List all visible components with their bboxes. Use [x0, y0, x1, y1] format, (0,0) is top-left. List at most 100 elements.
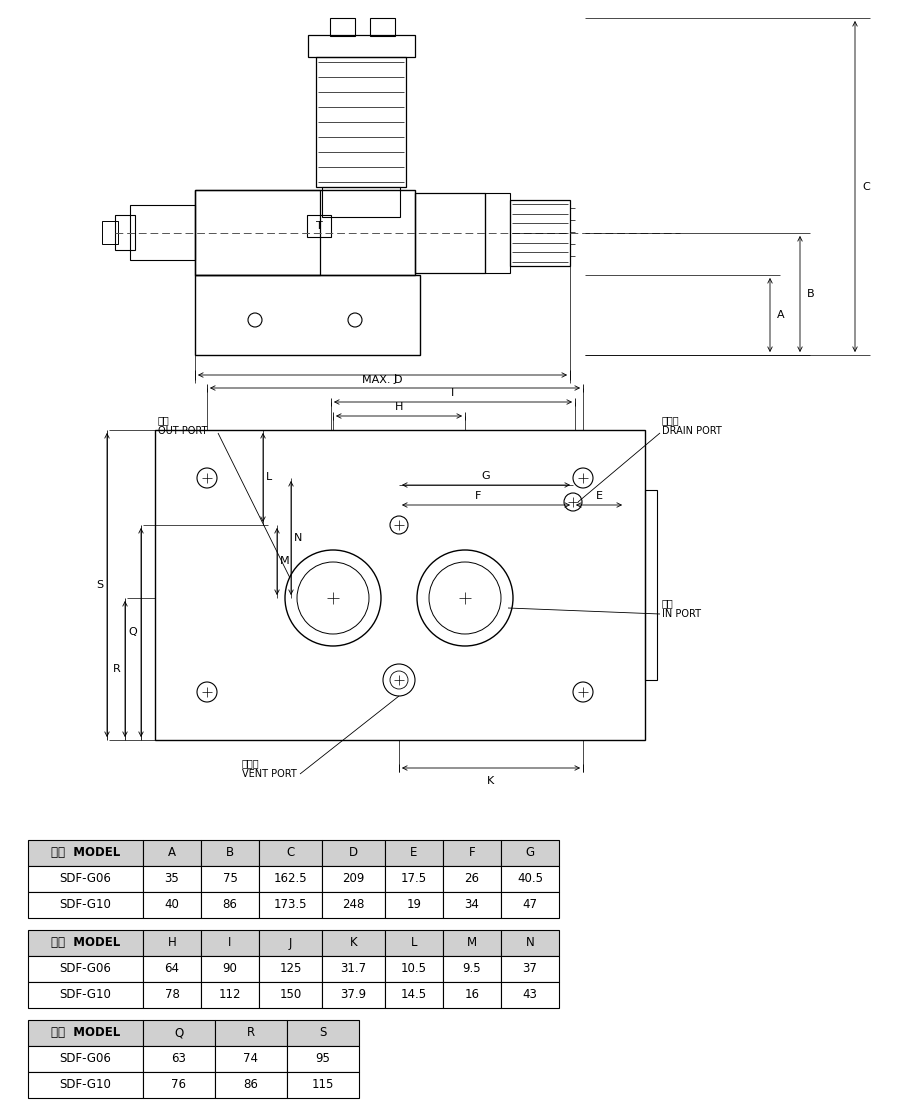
Bar	[443, 892, 501, 919]
Bar	[259, 930, 322, 956]
Bar	[143, 892, 201, 919]
Bar	[443, 866, 501, 892]
Bar	[322, 956, 385, 982]
Bar	[287, 1073, 359, 1098]
Text: 86: 86	[243, 1078, 259, 1091]
Text: 64: 64	[164, 963, 180, 975]
Text: 47: 47	[523, 899, 538, 912]
Bar	[443, 982, 501, 1008]
Text: C: C	[286, 847, 295, 860]
Bar	[215, 1046, 287, 1073]
Text: 95: 95	[315, 1053, 330, 1066]
Bar	[259, 840, 322, 866]
Text: I: I	[452, 388, 454, 398]
Text: 43: 43	[523, 988, 537, 1002]
Text: 入口: 入口	[662, 598, 674, 608]
Bar	[307, 215, 331, 237]
Text: 74: 74	[243, 1053, 259, 1066]
Bar	[415, 193, 485, 273]
Bar	[28, 930, 143, 956]
Bar	[322, 930, 385, 956]
Text: 16: 16	[464, 988, 480, 1002]
Bar	[385, 956, 443, 982]
Text: OUT PORT: OUT PORT	[158, 425, 207, 437]
Text: 86: 86	[223, 899, 237, 912]
Text: Q: Q	[174, 1026, 183, 1039]
Bar	[143, 1046, 215, 1073]
Text: 125: 125	[279, 963, 302, 975]
Bar	[259, 982, 322, 1008]
Text: 10.5: 10.5	[401, 963, 427, 975]
Bar	[510, 201, 570, 266]
Text: 37.9: 37.9	[340, 988, 366, 1002]
Bar	[28, 866, 143, 892]
Bar	[443, 840, 501, 866]
Text: 115: 115	[312, 1078, 334, 1091]
Text: 26: 26	[464, 872, 480, 885]
Bar	[143, 840, 201, 866]
Bar	[385, 866, 443, 892]
Text: 63: 63	[172, 1053, 187, 1066]
Bar	[501, 982, 559, 1008]
Text: R: R	[113, 664, 121, 674]
Text: D: D	[349, 847, 358, 860]
Bar	[322, 866, 385, 892]
Text: E: E	[410, 847, 418, 860]
Bar	[443, 956, 501, 982]
Text: I: I	[228, 936, 232, 950]
Bar	[143, 956, 201, 982]
Text: 洩流孔: 洩流孔	[662, 416, 680, 425]
Text: 搖控孔: 搖控孔	[242, 758, 260, 768]
Text: MAX. D: MAX. D	[362, 375, 402, 384]
Text: SDF-G10: SDF-G10	[59, 899, 111, 912]
Bar	[102, 220, 118, 244]
Text: 112: 112	[219, 988, 242, 1002]
Bar	[143, 930, 201, 956]
Text: 9.5: 9.5	[462, 963, 481, 975]
Bar	[155, 430, 645, 740]
Text: H: H	[168, 936, 176, 950]
Text: S: S	[320, 1026, 327, 1039]
Bar	[259, 892, 322, 919]
Text: S: S	[96, 579, 103, 589]
Bar	[201, 930, 259, 956]
Text: 248: 248	[342, 899, 365, 912]
Text: 35: 35	[164, 872, 180, 885]
Bar	[215, 1073, 287, 1098]
Bar	[215, 1020, 287, 1046]
Bar	[143, 866, 201, 892]
Bar	[501, 866, 559, 892]
Text: A: A	[777, 310, 785, 320]
Text: 173.5: 173.5	[274, 899, 307, 912]
Text: Q: Q	[128, 627, 137, 637]
Text: 40: 40	[164, 899, 180, 912]
Text: F: F	[469, 847, 475, 860]
Text: M: M	[280, 556, 290, 566]
Text: G: G	[525, 847, 534, 860]
Bar	[201, 892, 259, 919]
Bar	[28, 956, 143, 982]
Bar	[201, 956, 259, 982]
Text: 型式  MODEL: 型式 MODEL	[51, 1026, 120, 1039]
Text: L: L	[266, 472, 272, 482]
Bar	[287, 1046, 359, 1073]
Text: J: J	[289, 936, 292, 950]
Text: 40.5: 40.5	[517, 872, 543, 885]
Text: 209: 209	[342, 872, 365, 885]
Text: K: K	[349, 936, 357, 950]
Text: SDF-G06: SDF-G06	[59, 872, 111, 885]
Text: N: N	[525, 936, 534, 950]
Text: 75: 75	[223, 872, 237, 885]
Text: SDF-G06: SDF-G06	[59, 963, 111, 975]
Text: A: A	[168, 847, 176, 860]
Bar	[322, 187, 400, 217]
Text: 150: 150	[279, 988, 302, 1002]
Text: IN PORT: IN PORT	[662, 609, 701, 619]
Bar	[330, 18, 355, 35]
Text: 出口: 出口	[158, 416, 170, 425]
Bar	[501, 956, 559, 982]
Text: 17.5: 17.5	[401, 872, 427, 885]
Text: E: E	[595, 491, 603, 501]
Bar	[385, 982, 443, 1008]
Bar	[28, 1073, 143, 1098]
